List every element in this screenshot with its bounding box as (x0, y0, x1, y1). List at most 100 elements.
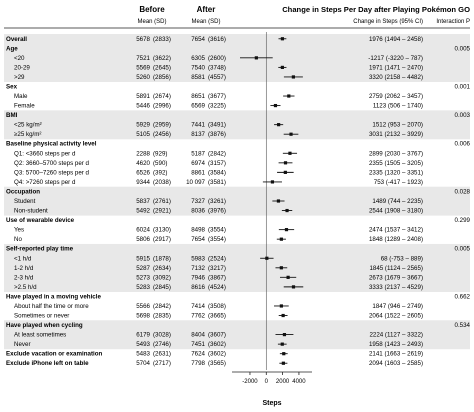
interaction-p-value: 0.662 (455, 293, 471, 300)
before-sd: (1878) (153, 255, 171, 262)
change-ci-text: 2474 (1537 – 3412) (369, 227, 423, 234)
point-estimate (285, 208, 289, 213)
row-shade-band (4, 34, 470, 44)
interaction-p-value: 0.003 (455, 112, 471, 119)
row-sublabel: <25 kg/m² (14, 122, 42, 129)
after-mean: 6974 (191, 160, 205, 167)
after-mean: 7441 (191, 122, 205, 129)
row-sublabel: Never (14, 341, 31, 348)
before-mean: 5678 (136, 36, 150, 43)
row-label: Self-reported play time (6, 246, 74, 253)
change-ci-text: 753 (-417 – 1923) (374, 179, 423, 186)
before-sd: (392) (153, 169, 167, 176)
change-ci-text: 2355 (1505 – 3205) (369, 160, 423, 167)
after-sd: (3584) (208, 169, 226, 176)
before-mean: 5704 (136, 360, 150, 367)
change-ci-text: 2141 (1663 – 2619) (369, 351, 423, 358)
interaction-p-value: 0.534 (455, 322, 471, 329)
before-header: Before (139, 5, 165, 14)
row-shade-band (4, 272, 470, 283)
after-sd: (3508) (208, 303, 226, 310)
before-sd: (3028) (153, 332, 171, 339)
interaction-p-value: 0.299 (455, 217, 471, 224)
row-shade-band (4, 282, 470, 292)
after-sd: (3491) (208, 122, 226, 129)
before-mean: 5260 (136, 74, 150, 81)
before-mean: 6024 (136, 227, 150, 234)
after-mean: 7654 (191, 236, 205, 243)
before-sd: (2845) (153, 284, 171, 291)
after-sd: (3748) (208, 64, 226, 71)
row-label: Have played when cycling (6, 322, 83, 329)
row-sublabel: Student (14, 198, 36, 205)
after-mean: 8861 (191, 169, 205, 176)
row-shade-band (4, 205, 470, 216)
before-mean: 5929 (136, 122, 150, 129)
before-sd: (3130) (153, 227, 171, 234)
row-sublabel: Q2: 3660–5700 steps per d (14, 160, 90, 167)
point-estimate (280, 65, 284, 69)
row-shade-band (4, 186, 470, 197)
before-mean: 6526 (136, 169, 150, 176)
x-tick-label: 2000 (276, 379, 290, 385)
before-mean: 7521 (136, 55, 150, 62)
change-ci-text: 2899 (2030 – 3767) (369, 150, 423, 157)
after-mean: 7132 (191, 265, 205, 272)
row-sublabel: Yes (14, 227, 24, 234)
row-label: Age (6, 45, 18, 52)
before-sd: (3092) (153, 274, 171, 281)
row-sublabel: About half the time or more (14, 303, 89, 310)
change-ci-text: 2094 (1603 – 2585) (369, 360, 423, 367)
chart-title: Change in Steps Per Day after Playing Po… (282, 5, 470, 14)
after-sd: (3607) (208, 332, 226, 339)
row-shade-band (4, 53, 470, 63)
row-sublabel: Q3: 5700–7260 steps per d (14, 169, 90, 176)
before-mean: 6179 (136, 332, 150, 339)
row-sublabel: <1 h/d (14, 255, 32, 262)
after-mean: 8616 (191, 284, 205, 291)
after-sd: (2842) (208, 150, 226, 157)
point-estimate (289, 132, 293, 136)
interaction-p-value: 0.001 (455, 83, 471, 90)
row-shade-band (4, 339, 470, 350)
row-label: BMI (6, 112, 18, 119)
after-sd: (3602) (208, 351, 226, 358)
interaction-p-value: 0.005 (455, 246, 471, 253)
row-sublabel: 20-29 (14, 64, 30, 71)
point-estimate (273, 103, 278, 108)
row-label: Occupation (6, 188, 40, 195)
after-sd: (3976) (208, 208, 226, 215)
after-sd: (3565) (208, 360, 226, 367)
interaction-subheader: Interaction P (436, 19, 470, 25)
point-estimate (279, 304, 283, 308)
x-tick-label: -2000 (242, 379, 258, 385)
row-shade-band (4, 62, 470, 73)
before-sd: (2856) (153, 74, 171, 81)
before-mean: 5273 (136, 274, 150, 281)
before-sd: (2456) (153, 131, 171, 138)
change-ci-text: 1489 (744 – 2235) (372, 198, 423, 205)
before-sd: (2717) (153, 360, 171, 367)
row-shade-band (4, 196, 470, 207)
before-mean: 5566 (136, 303, 150, 310)
row-sublabel: Q4: >7260 steps per d (14, 179, 76, 186)
point-estimate (276, 199, 281, 203)
before-mean: 2288 (136, 150, 150, 157)
change-ci-text: 2544 (1908 – 3180) (369, 208, 423, 215)
after-mean: 6569 (191, 103, 205, 110)
change-ci-text: 1958 (1423 – 2493) (369, 341, 423, 348)
x-axis-label: Steps (262, 400, 281, 407)
before-sd: (590) (153, 160, 167, 167)
point-estimate (288, 151, 292, 155)
before-sd: (3622) (153, 55, 171, 62)
interaction-p-value: 0.006 (455, 141, 471, 148)
before-mean: 5283 (136, 284, 150, 291)
before-mean: 5698 (136, 313, 150, 320)
row-sublabel: Non-student (14, 208, 48, 215)
before-sd: (2959) (153, 122, 171, 129)
row-label: Exclude vacation or examination (6, 351, 103, 358)
row-shading (4, 34, 470, 350)
row-label: Overall (6, 36, 27, 43)
row-sublabel: At least sometimes (14, 332, 66, 339)
